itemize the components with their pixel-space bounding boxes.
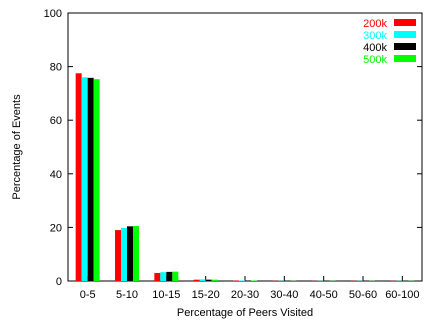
y-axis: 0 20 40 60 80 100 (44, 8, 422, 288)
bar-500k-10-15 (172, 271, 179, 281)
x-tick-label: 50-60 (349, 289, 377, 301)
bar-400k-20-30 (245, 280, 251, 281)
y-tick-label: 60 (50, 115, 62, 127)
bar-300k-10-15 (160, 272, 167, 281)
bar-300k-15-20 (199, 279, 206, 281)
x-tick-label: 20-30 (231, 289, 259, 301)
y-tick-label: 40 (50, 169, 62, 181)
bar-200k-0-5 (75, 73, 82, 281)
legend-swatch-200k (394, 19, 416, 26)
bar-300k-5-10 (121, 227, 127, 281)
x-tick-label: 5-10 (116, 289, 138, 301)
legend-swatch-500k (394, 55, 416, 62)
x-tick-label: 10-15 (152, 289, 180, 301)
legend-swatch-300k (394, 31, 416, 38)
y-tick-label: 0 (56, 276, 62, 288)
x-axis-title: Percentage of Peers Visited (177, 307, 313, 319)
bar-500k-5-10 (133, 226, 139, 281)
bar-500k-15-20 (211, 279, 218, 281)
legend-swatch-400k (394, 43, 416, 50)
legend-label-300k: 300k (363, 30, 387, 42)
y-tick-label: 20 (50, 222, 62, 234)
bar-400k-10-15 (166, 271, 173, 281)
bar-200k-20-30 (233, 280, 239, 281)
bar-400k-15-20 (205, 279, 212, 281)
bar-200k-15-20 (193, 279, 200, 281)
x-tick-label: 40-50 (310, 289, 338, 301)
legend-label-200k: 200k (363, 18, 387, 30)
x-tick-label: 30-40 (270, 289, 298, 301)
bar-200k-10-15 (154, 272, 161, 281)
bar-500k-20-30 (251, 280, 257, 281)
x-tick-label: 60-100 (385, 289, 419, 301)
bar-400k-5-10 (127, 226, 133, 281)
legend-label-400k: 400k (363, 42, 387, 54)
bars (75, 73, 415, 281)
y-tick-label: 80 (50, 62, 62, 74)
x-tick-label: 0-5 (80, 289, 96, 301)
legend-label-500k: 500k (363, 54, 387, 66)
y-axis-title: Percentage of Events (11, 94, 23, 200)
bar-500k-0-5 (93, 79, 100, 281)
x-tick-label: 15-20 (192, 289, 220, 301)
bar-400k-0-5 (87, 77, 94, 281)
y-tick-label: 100 (44, 8, 62, 20)
bar-300k-0-5 (81, 77, 88, 281)
bar-200k-5-10 (115, 230, 121, 281)
bar-300k-20-30 (239, 280, 245, 281)
